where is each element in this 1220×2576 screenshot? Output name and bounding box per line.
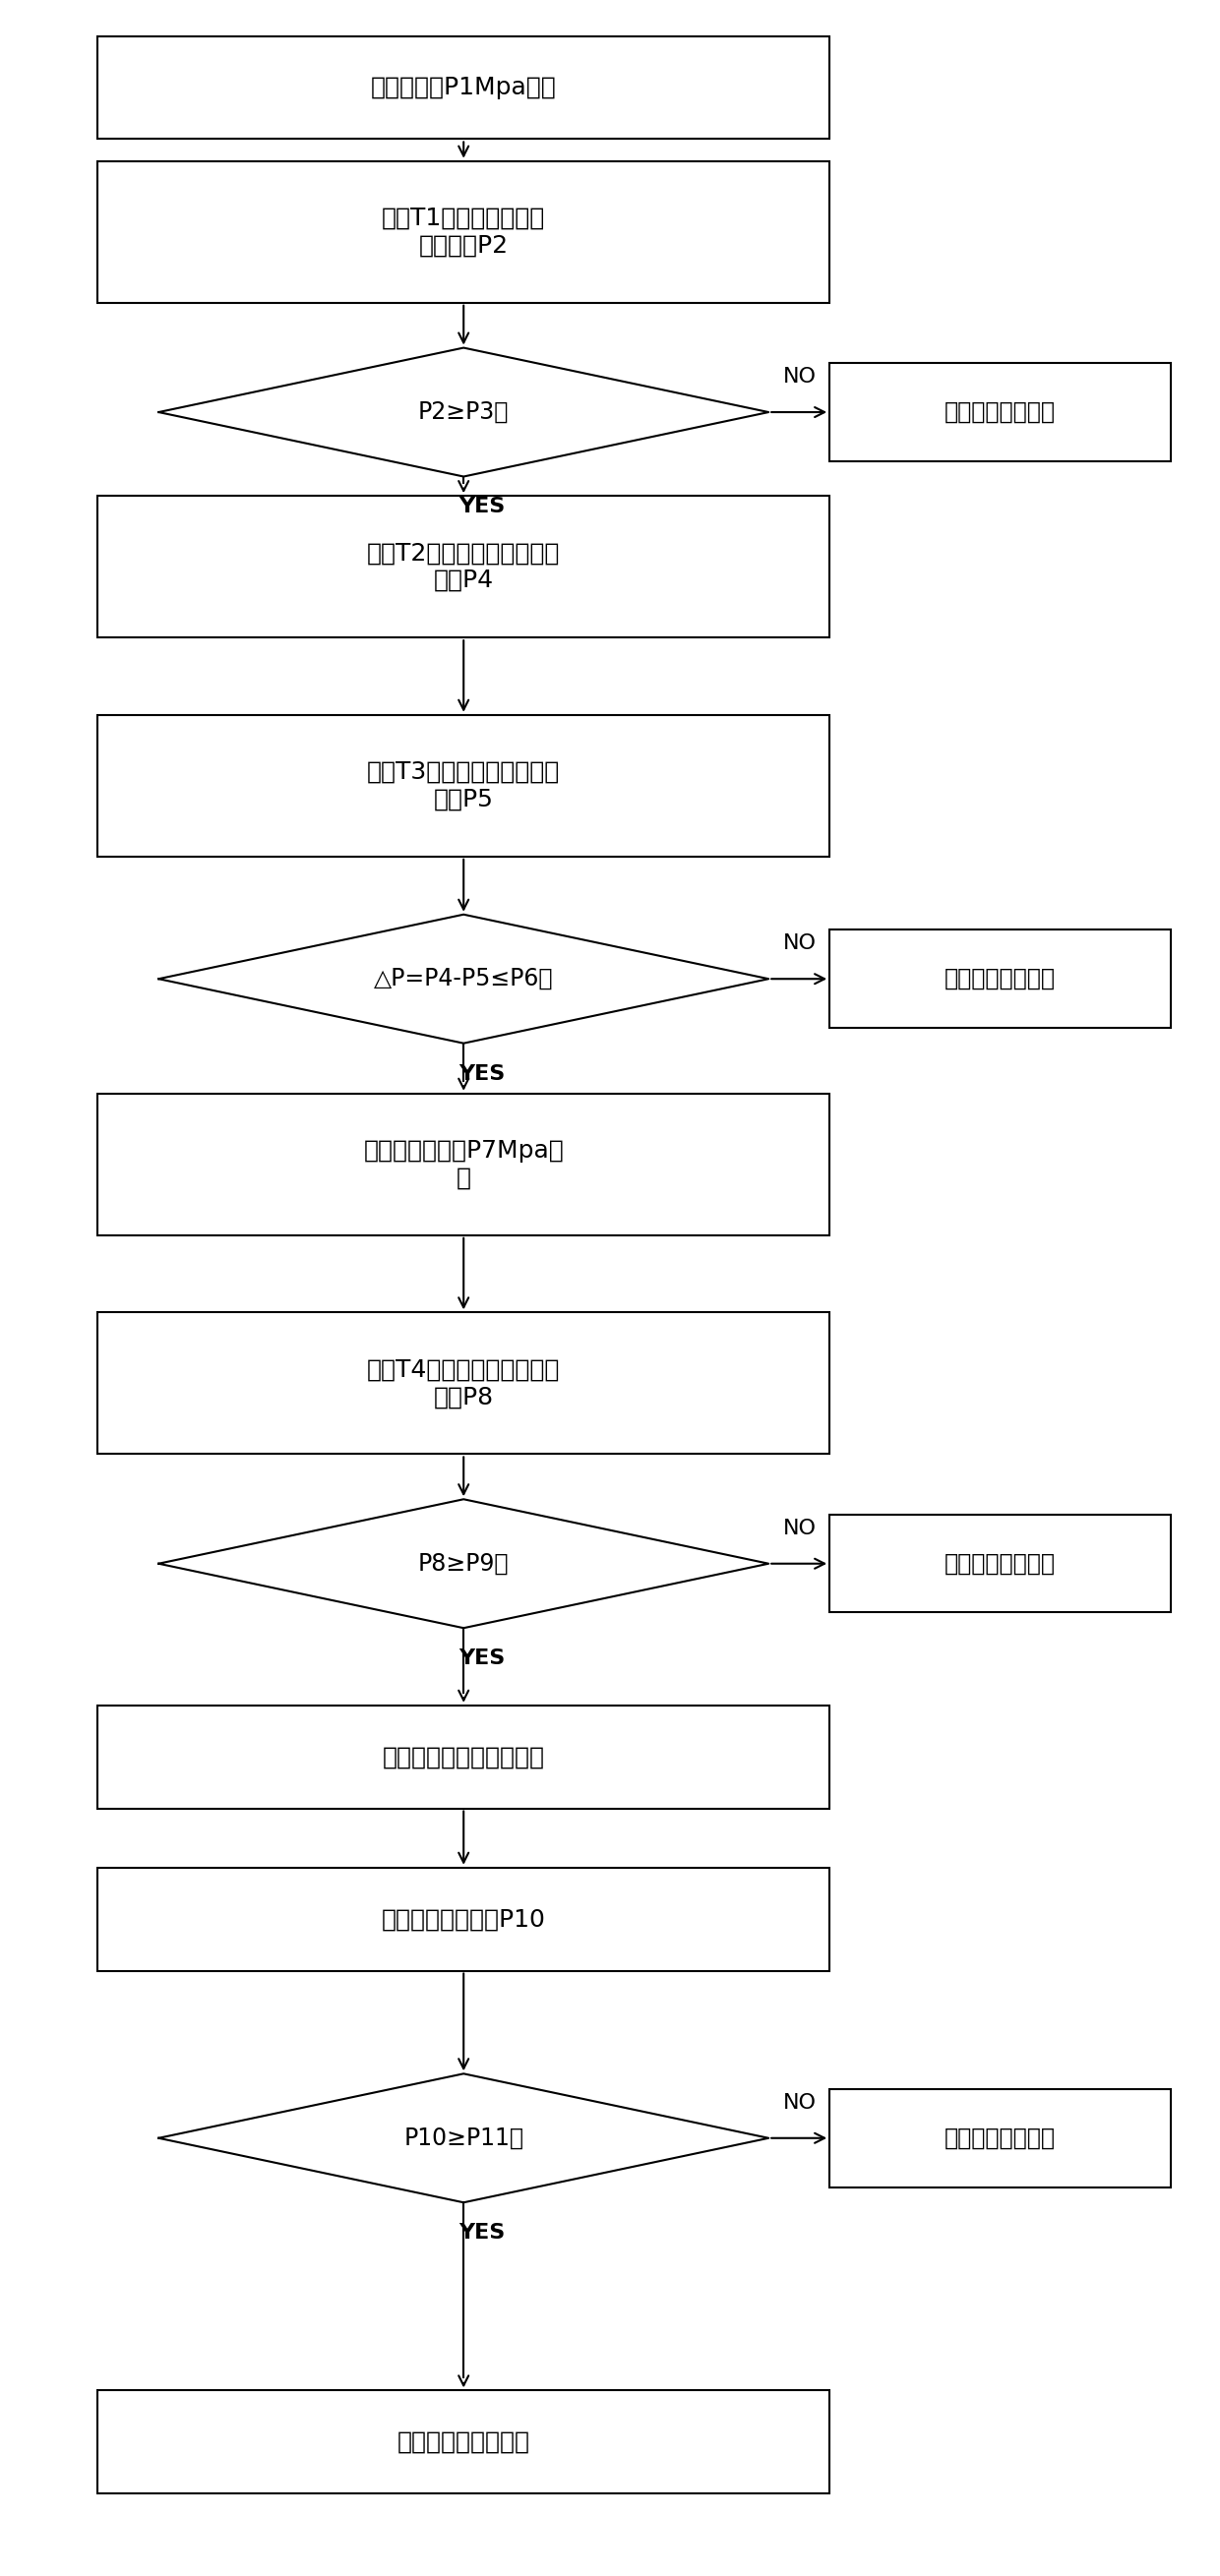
Text: NO: NO — [783, 1517, 816, 1538]
Bar — [830, 1515, 1171, 1613]
Text: 判定为内胆不合格: 判定为内胆不合格 — [944, 399, 1057, 425]
Text: 往瓶口吹入P1Mpa气压: 往瓶口吹入P1Mpa气压 — [371, 75, 556, 100]
Bar — [98, 36, 830, 139]
Text: NO: NO — [783, 366, 816, 386]
Text: 判定为内胆不合格: 判定为内胆不合格 — [944, 966, 1057, 992]
Polygon shape — [159, 1499, 769, 1628]
Bar — [830, 930, 1171, 1028]
Text: 判定为外胆不合格: 判定为外胆不合格 — [944, 1551, 1057, 1577]
Bar — [98, 1705, 830, 1808]
Text: △P=P4-P5≤P6？: △P=P4-P5≤P6？ — [373, 966, 554, 992]
Bar — [98, 1311, 830, 1453]
Text: 撤掉瓶底通口的压力气体: 撤掉瓶底通口的压力气体 — [382, 1744, 545, 1770]
Text: 停留T1时间，检测瓶口
压力值为P2: 停留T1时间，检测瓶口 压力值为P2 — [382, 206, 545, 258]
Text: P10≥P11？: P10≥P11？ — [404, 2125, 523, 2151]
Text: NO: NO — [783, 933, 816, 953]
Bar — [98, 2391, 830, 2494]
Text: 停留T4时间，检测瓶口压力
值为P8: 停留T4时间，检测瓶口压力 值为P8 — [367, 1358, 560, 1409]
Bar — [98, 1868, 830, 1971]
Text: YES: YES — [459, 1064, 505, 1084]
Bar — [830, 363, 1171, 461]
Bar — [98, 495, 830, 636]
Text: 停留T2时间，检测瓶口压力
值为P4: 停留T2时间，检测瓶口压力 值为P4 — [367, 541, 560, 592]
Text: 判定为内胆不合格: 判定为内胆不合格 — [944, 2125, 1057, 2151]
Text: YES: YES — [459, 1649, 505, 1669]
Text: 朝瓶底通口吹入P7Mpa气
压: 朝瓶底通口吹入P7Mpa气 压 — [364, 1139, 564, 1190]
Bar — [98, 1092, 830, 1234]
Text: 检测瓶口压力值为P10: 检测瓶口压力值为P10 — [382, 1906, 545, 1932]
Polygon shape — [159, 914, 769, 1043]
Text: 判定内胆、外胆合格: 判定内胆、外胆合格 — [398, 2429, 529, 2455]
Bar — [98, 714, 830, 855]
Polygon shape — [159, 348, 769, 477]
Text: P8≥P9？: P8≥P9？ — [418, 1551, 509, 1577]
Text: YES: YES — [459, 497, 505, 518]
Bar — [98, 160, 830, 301]
Text: YES: YES — [459, 2223, 505, 2244]
Polygon shape — [159, 2074, 769, 2202]
Text: P2≥P3？: P2≥P3？ — [418, 399, 509, 425]
Text: NO: NO — [783, 2092, 816, 2112]
Bar — [830, 2089, 1171, 2187]
Text: 停留T3时间，检测瓶口压力
值为P5: 停留T3时间，检测瓶口压力 值为P5 — [367, 760, 560, 811]
